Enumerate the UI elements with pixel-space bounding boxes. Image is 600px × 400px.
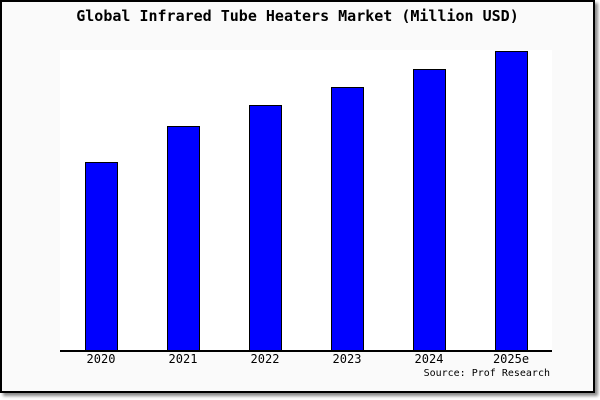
bar-2025e — [495, 51, 528, 350]
x-tick-label-2025e: 2025e — [492, 352, 530, 366]
x-tick-label-2020: 2020 — [86, 352, 116, 366]
bar-2020 — [85, 162, 118, 350]
chart-frame: Global Infrared Tube Heaters Market (Mil… — [0, 0, 595, 393]
bar-2021 — [167, 126, 200, 350]
plot-area — [60, 50, 552, 352]
bar-2024 — [413, 69, 446, 350]
x-axis: 2020 2021 2022 2023 2024 2025e — [2, 352, 593, 368]
bar-2023 — [331, 87, 364, 350]
source-credit: Source: Prof Research — [423, 368, 550, 379]
x-tick-label-2021: 2021 — [168, 352, 198, 366]
x-tick-label-2023: 2023 — [332, 352, 362, 366]
x-tick-label-2024: 2024 — [414, 352, 444, 366]
x-tick-label-2022: 2022 — [250, 352, 280, 366]
chart-title: Global Infrared Tube Heaters Market (Mil… — [76, 7, 519, 25]
bar-2022 — [249, 105, 282, 350]
